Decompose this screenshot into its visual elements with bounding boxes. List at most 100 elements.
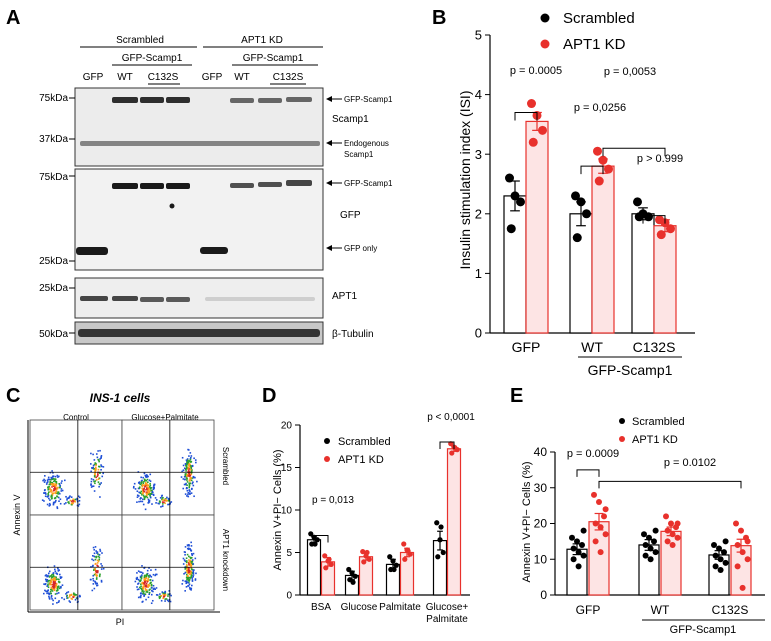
flow-event: [144, 587, 147, 590]
flow-event: [60, 490, 63, 492]
data-point: [644, 212, 653, 222]
flow-event: [145, 577, 148, 579]
flow-event: [51, 590, 54, 592]
flow-event: [95, 583, 97, 585]
flow-event: [155, 573, 157, 576]
flow-event: [163, 591, 166, 594]
flow-event: [45, 483, 48, 485]
flow-event: [190, 456, 192, 459]
flow-event: [151, 493, 153, 495]
data-point: [646, 534, 652, 541]
bar: [306, 539, 322, 596]
flow-event: [149, 480, 152, 482]
flow-event: [188, 482, 190, 485]
flow-event: [69, 601, 72, 603]
flow-event: [140, 594, 142, 597]
legend-label-apt1kd: APT1 KD: [338, 454, 384, 466]
flow-event: [146, 581, 149, 583]
flow-event: [100, 465, 103, 468]
col-label: Glucose+Palmitate: [131, 413, 199, 422]
flow-event: [58, 587, 61, 590]
flow-event: [189, 492, 191, 495]
flow-event: [188, 563, 190, 566]
flow-event: [195, 572, 197, 575]
data-point: [387, 554, 393, 560]
flow-event: [189, 588, 191, 591]
data-point: [652, 527, 659, 534]
flow-event: [137, 570, 140, 572]
data-point: [314, 537, 320, 543]
y-tick-label: 5: [286, 548, 292, 559]
sig-annotation: p = 0,0256: [574, 102, 626, 114]
flow-event: [60, 482, 63, 484]
chart-b-group-label: GFP-Scamp1: [588, 362, 673, 378]
data-point: [505, 173, 514, 183]
flow-event: [51, 497, 53, 499]
y-tick-label: 2: [475, 206, 482, 221]
flow-event: [74, 593, 76, 596]
flow-event: [50, 579, 52, 582]
flow-event: [93, 459, 96, 461]
flow-event: [149, 574, 151, 577]
flow-event: [57, 578, 59, 581]
flow-event: [170, 501, 173, 503]
data-point: [668, 520, 674, 527]
lane-label: C132S: [148, 72, 179, 83]
flow-event: [191, 477, 193, 479]
legend-marker-apt1kd: [324, 456, 330, 462]
flow-event: [98, 459, 100, 462]
flow-event: [95, 463, 97, 465]
flow-event: [187, 491, 190, 494]
flow-event: [59, 485, 62, 487]
flow-event: [150, 583, 153, 586]
flow-event: [56, 495, 58, 498]
flow-event: [189, 478, 191, 481]
flow-event: [189, 463, 191, 466]
flow-event: [148, 487, 151, 490]
flow-event: [50, 578, 53, 581]
legend-label-scrambled: Scrambled: [338, 436, 391, 448]
flow-event: [94, 470, 96, 473]
flow-event: [90, 483, 92, 485]
flow-event: [142, 583, 145, 586]
flow-event: [98, 558, 101, 561]
flow-event: [58, 500, 60, 502]
x-tick-label: Palmitate: [379, 602, 421, 613]
flow-event: [75, 597, 78, 599]
flow-event: [52, 482, 54, 485]
flow-event: [143, 576, 146, 579]
flow-event: [100, 455, 103, 457]
flow-event: [52, 502, 55, 505]
flow-event: [164, 502, 166, 505]
significance-bracket: [598, 480, 742, 489]
flow-event: [187, 571, 190, 574]
flow-event: [185, 565, 188, 568]
chart-d-ylabel: Annexin V+PI− Cells (%): [272, 449, 284, 570]
flow-event: [191, 571, 193, 574]
lane-label: GFP: [202, 72, 223, 83]
flow-event: [136, 501, 138, 503]
flow-event: [142, 490, 145, 492]
flow-event: [141, 589, 144, 592]
y-tick-label: 5: [475, 28, 482, 43]
x-tick-label: Palmitate: [426, 614, 468, 625]
flow-event: [61, 489, 64, 492]
flow-event: [158, 597, 161, 600]
flow-event: [147, 481, 149, 483]
flow-event: [188, 571, 191, 573]
flow-event: [187, 548, 190, 551]
panel-a-western-blots: Scrambled APT1 KD GFP-Scamp1 GFP-Scamp1 …: [39, 35, 393, 345]
flow-event: [60, 576, 63, 579]
flow-event: [146, 569, 149, 572]
y-tick-label: 0: [475, 326, 482, 341]
flow-event: [55, 487, 58, 489]
flow-event: [101, 565, 103, 567]
flow-event: [61, 597, 63, 599]
flow-event: [99, 573, 101, 576]
flow-event: [144, 474, 147, 477]
mw-marker: 50kDa: [39, 329, 68, 340]
flow-event: [143, 478, 146, 481]
flow-event: [170, 594, 172, 597]
flow-event: [52, 582, 55, 584]
data-point: [602, 506, 609, 513]
